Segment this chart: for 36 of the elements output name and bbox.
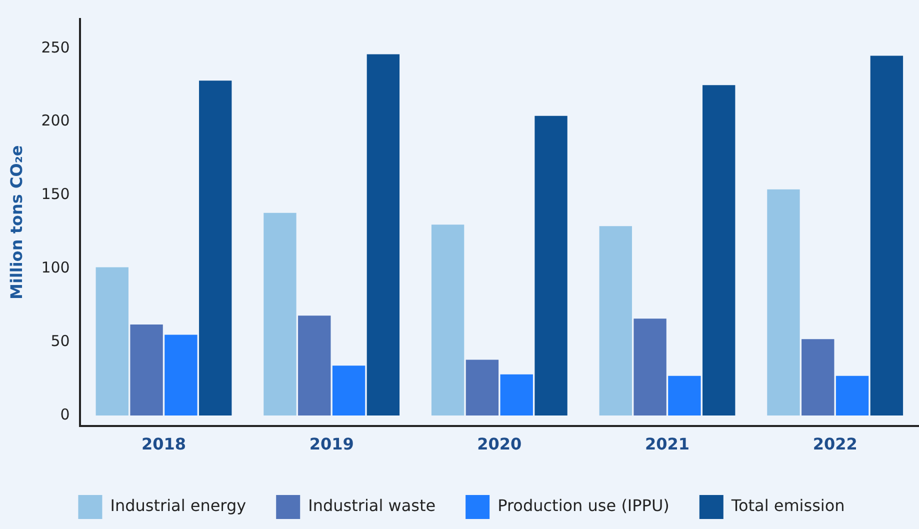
bar (702, 85, 736, 416)
y-axis-title: Million tons CO₂e (6, 145, 26, 300)
bar (668, 376, 701, 416)
bar (264, 212, 296, 416)
y-tick-label: 250 (41, 38, 70, 56)
x-tick-label: 2018 (141, 434, 186, 454)
legend-label: Total emission (730, 496, 845, 516)
bar (634, 318, 666, 416)
y-tick-label: 150 (41, 185, 70, 204)
x-tick-label: 2020 (477, 434, 522, 454)
x-tick-label: 2021 (644, 434, 690, 454)
legend-label: Production use (IPPU) (498, 496, 670, 516)
bar (298, 316, 331, 416)
bar (599, 226, 632, 416)
bar (366, 54, 400, 416)
legend-label: Industrial waste (308, 496, 436, 516)
y-tick-label: 100 (41, 258, 70, 277)
bar (130, 324, 163, 416)
bar (164, 334, 198, 416)
legend-label: Industrial energy (110, 496, 246, 516)
y-tick-label: 50 (50, 332, 70, 350)
bar (534, 116, 568, 416)
bar (802, 339, 834, 416)
bar (96, 267, 128, 416)
bar (431, 224, 464, 416)
bar (500, 374, 533, 416)
x-tick-label: 2022 (812, 434, 858, 454)
bar (836, 376, 869, 416)
bar (466, 360, 499, 416)
bar (870, 56, 904, 416)
bar (767, 189, 800, 416)
bar (332, 366, 366, 416)
x-tick-label: 2019 (309, 434, 354, 454)
y-tick-label: 200 (41, 112, 70, 130)
y-tick-label: 0 (60, 405, 70, 424)
bar (199, 80, 232, 416)
